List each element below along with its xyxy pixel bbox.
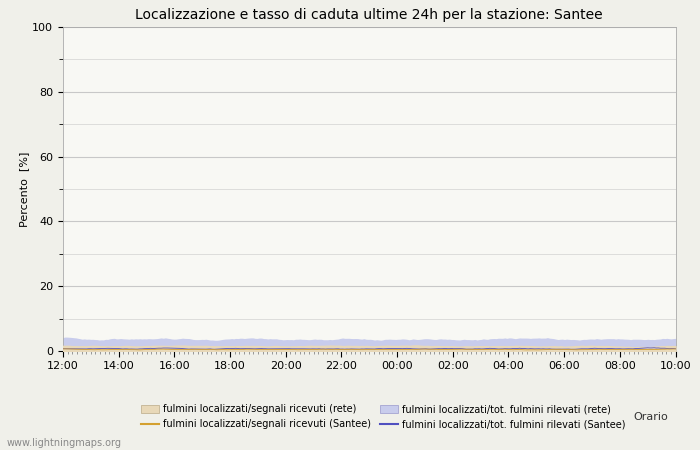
Legend: fulmini localizzati/segnali ricevuti (rete), fulmini localizzati/segnali ricevut: fulmini localizzati/segnali ricevuti (re… [141, 405, 625, 429]
Text: Orario: Orario [634, 412, 668, 422]
Title: Localizzazione e tasso di caduta ultime 24h per la stazione: Santee: Localizzazione e tasso di caduta ultime … [135, 8, 603, 22]
Text: www.lightningmaps.org: www.lightningmaps.org [7, 438, 122, 448]
Y-axis label: Percento  [%]: Percento [%] [20, 151, 29, 227]
